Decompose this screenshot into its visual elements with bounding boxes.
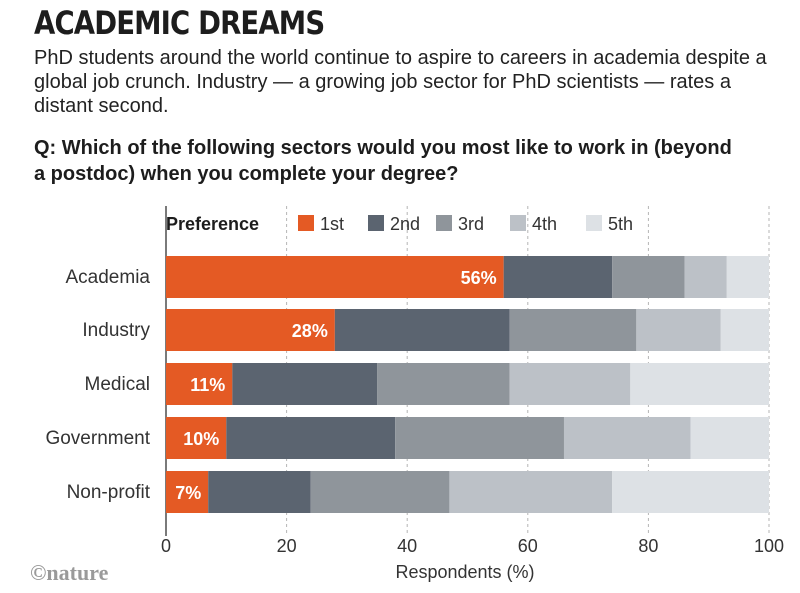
x-axis-title: Respondents (%): [395, 562, 535, 582]
category-label: Industry: [82, 320, 150, 341]
data-label: 28%: [292, 321, 328, 341]
legend-swatch: [436, 215, 452, 231]
bar-segment: [612, 471, 769, 513]
legend-label: 4th: [532, 214, 557, 234]
x-tick-label: 0: [161, 536, 171, 556]
bar-segment: [449, 471, 613, 513]
legend-label: 5th: [608, 214, 633, 234]
bar-segment: [226, 417, 396, 459]
x-tick-label: 100: [754, 536, 784, 556]
bar-segment: [334, 309, 510, 351]
bar-segment: [166, 471, 209, 513]
legend-swatch: [368, 215, 384, 231]
bar-segment: [636, 309, 721, 351]
bar-segment: [166, 363, 233, 405]
legend-label: 1st: [320, 214, 344, 234]
x-tick-label: 20: [277, 536, 297, 556]
bar-segment: [509, 363, 631, 405]
data-label: 7%: [175, 483, 201, 503]
legend-title: Preference: [166, 214, 259, 234]
x-tick-label: 80: [638, 536, 658, 556]
bar-segment: [690, 417, 769, 459]
legend-swatch: [586, 215, 602, 231]
chart-title: ACADEMIC DREAMS: [34, 4, 325, 42]
bar-segment: [563, 417, 691, 459]
bar-segment: [232, 363, 378, 405]
bar-segment: [166, 256, 504, 298]
x-tick-label: 40: [397, 536, 417, 556]
data-label: 11%: [190, 375, 225, 395]
bar-segment: [503, 256, 613, 298]
legend-label: 2nd: [390, 214, 420, 234]
bar-segment: [630, 363, 769, 405]
bar-segment: [310, 471, 450, 513]
bar-segment: [509, 309, 637, 351]
bar-segment: [720, 309, 769, 351]
category-label: Non-profit: [67, 482, 151, 503]
bar-segment: [166, 309, 335, 351]
bar-segment: [377, 363, 510, 405]
bar-segment: [395, 417, 564, 459]
nature-logo: ©nature: [30, 560, 109, 585]
bar-segment: [208, 471, 311, 513]
bar-segment: [726, 256, 769, 298]
x-tick-label: 60: [518, 536, 538, 556]
bar-segment: [684, 256, 727, 298]
category-label: Academia: [66, 267, 151, 288]
chart-subtitle: PhD students around the world continue t…: [34, 47, 767, 117]
legend-swatch: [510, 215, 526, 231]
data-label: 10%: [183, 429, 219, 449]
data-label: 56%: [461, 268, 497, 288]
category-label: Government: [45, 428, 150, 449]
bar-segment: [166, 417, 227, 459]
bar-segment: [612, 256, 685, 298]
legend-swatch: [298, 215, 314, 231]
legend-label: 3rd: [458, 214, 484, 234]
category-label: Medical: [85, 374, 150, 395]
survey-question: Q: Which of the following sectors would …: [34, 137, 732, 185]
